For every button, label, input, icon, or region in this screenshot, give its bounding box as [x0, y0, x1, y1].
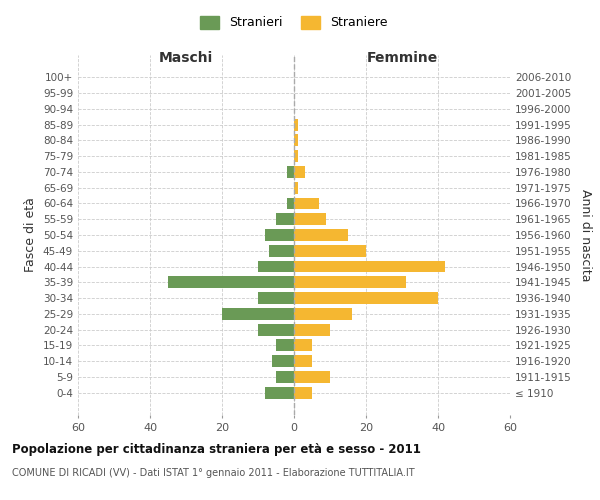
Text: COMUNE DI RICADI (VV) - Dati ISTAT 1° gennaio 2011 - Elaborazione TUTTITALIA.IT: COMUNE DI RICADI (VV) - Dati ISTAT 1° ge… — [12, 468, 415, 477]
Bar — [294, 198, 319, 209]
Bar — [276, 340, 294, 351]
Bar — [258, 260, 294, 272]
Bar — [269, 245, 294, 256]
Bar — [294, 371, 330, 383]
Bar — [258, 324, 294, 336]
Legend: Stranieri, Straniere: Stranieri, Straniere — [196, 11, 392, 34]
Text: Femmine: Femmine — [367, 50, 437, 64]
Bar — [294, 118, 298, 130]
Bar — [276, 371, 294, 383]
Bar — [258, 292, 294, 304]
Bar — [265, 387, 294, 398]
Y-axis label: Fasce di età: Fasce di età — [25, 198, 37, 272]
Bar — [168, 276, 294, 288]
Bar — [276, 214, 294, 225]
Bar — [294, 308, 352, 320]
Bar — [294, 340, 312, 351]
Bar — [222, 308, 294, 320]
Bar — [294, 292, 438, 304]
Bar — [294, 245, 366, 256]
Bar — [294, 356, 312, 367]
Bar — [294, 260, 445, 272]
Y-axis label: Anni di nascita: Anni di nascita — [580, 188, 592, 281]
Bar — [294, 214, 326, 225]
Bar — [294, 150, 298, 162]
Bar — [287, 166, 294, 178]
Bar — [294, 134, 298, 146]
Bar — [265, 229, 294, 241]
Bar — [294, 324, 330, 336]
Bar — [294, 182, 298, 194]
Text: Popolazione per cittadinanza straniera per età e sesso - 2011: Popolazione per cittadinanza straniera p… — [12, 442, 421, 456]
Bar — [272, 356, 294, 367]
Bar — [294, 276, 406, 288]
Bar — [294, 229, 348, 241]
Bar — [287, 198, 294, 209]
Bar — [294, 166, 305, 178]
Text: Maschi: Maschi — [159, 50, 213, 64]
Bar — [294, 387, 312, 398]
